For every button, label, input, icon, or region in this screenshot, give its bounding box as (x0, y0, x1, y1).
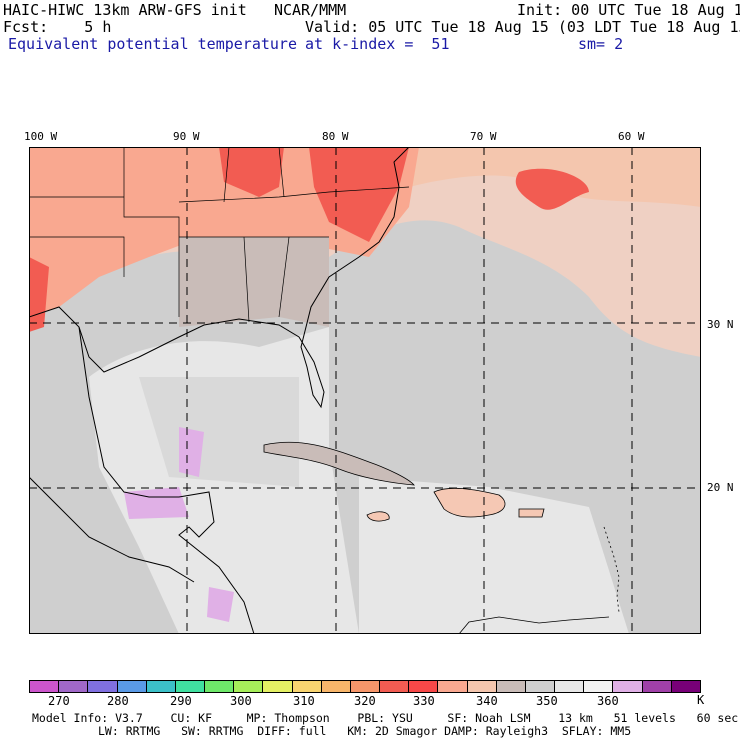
init-time: Init: 00 UTC Tue 18 Aug 15 (517, 1, 740, 19)
colorbar-tick-350: 350 (536, 694, 558, 708)
colorbar-unit: K (697, 693, 705, 707)
colorbar-segment-8 (263, 681, 293, 692)
southeast-region (179, 237, 329, 327)
colorbar-segment-5 (175, 681, 206, 692)
colorbar-tick-270: 270 (48, 694, 70, 708)
mexico-coastline (78, 326, 255, 634)
pacific-coastline (29, 476, 195, 583)
colorbar-segment-11 (350, 681, 381, 692)
cuba-island (263, 441, 415, 486)
colorbar-segment-6 (205, 681, 235, 692)
colorbar-segment-20 (613, 681, 643, 692)
colorbar-tick-360: 360 (597, 694, 619, 708)
hot-core-carolinas (309, 147, 409, 242)
colorbar-tick-300: 300 (230, 694, 252, 708)
colorbar-segment-21 (642, 681, 672, 692)
colorbar-segment-4 (146, 681, 176, 692)
colorbar-segment-9 (292, 681, 322, 692)
colorbar-segment-2 (88, 681, 118, 692)
colorbar-segment-10 (321, 681, 351, 692)
colorbar-segment-0 (30, 681, 60, 692)
colorbar-tick-330: 330 (413, 694, 435, 708)
colorbar-tick-320: 320 (354, 694, 376, 708)
lat-label-30n: 30 N (707, 318, 734, 331)
lon-label-90w: 90 W (173, 130, 200, 143)
us-coastline (29, 147, 410, 409)
lilac-patch-3 (207, 587, 234, 622)
colorbar-segment-7 (234, 681, 264, 692)
model-info-line2: LW: RRTMG SW: RRTMG DIFF: full KM: 2D Sm… (98, 724, 632, 738)
colorbar-tick-340: 340 (476, 694, 498, 708)
theta-e-map (29, 147, 701, 634)
colorbar-tick-310: 310 (293, 694, 315, 708)
field-name: Equivalent potential temperature (8, 35, 297, 53)
colorbar-segment-3 (117, 681, 147, 692)
colorbar-segment-18 (555, 681, 585, 692)
colorbar-segment-22 (671, 681, 700, 692)
lon-label-80w: 80 W (322, 130, 349, 143)
colorbar (29, 680, 701, 693)
lat-label-20n: 20 N (707, 481, 734, 494)
model-info-line1: Model Info: V3.7 CU: KF MP: Thompson PBL… (32, 711, 739, 725)
colorbar-segment-16 (496, 681, 526, 692)
valid-time: Valid: 05 UTC Tue 18 Aug 15 (03 LDT Tue … (305, 18, 740, 36)
lesser-antilles (603, 526, 620, 613)
colorbar-segment-17 (525, 681, 556, 692)
colorbar-segment-14 (438, 681, 468, 692)
graticule (29, 147, 701, 634)
jamaica-island (366, 511, 390, 522)
lon-label-60w: 60 W (618, 130, 645, 143)
map-border (29, 147, 701, 634)
hispaniola-island (433, 487, 506, 518)
colorbar-segment-12 (380, 681, 410, 692)
lon-label-70w: 70 W (470, 130, 497, 143)
lon-label-100w: 100 W (24, 130, 58, 143)
lilac-patch-2 (124, 487, 189, 519)
state-borders (29, 147, 410, 323)
colorbar-tick-280: 280 (107, 694, 129, 708)
hot-core-mexico (29, 257, 49, 332)
caribbean-light-region (359, 477, 629, 634)
colorbar-segment-19 (584, 681, 614, 692)
colorbar-segment-13 (409, 681, 439, 692)
level-label: at k-index = 51 (305, 35, 450, 53)
colorbar-tick-290: 290 (170, 694, 192, 708)
forecast-hour: Fcst: 5 h (3, 18, 112, 36)
colorbar-segment-15 (467, 681, 497, 692)
colorbar-segment-1 (59, 681, 89, 692)
model-title: HAIC-HIWC 13km ARW-GFS init NCAR/MMM (3, 1, 347, 19)
south-america-coastline (458, 616, 610, 634)
puerto-rico-island (518, 508, 545, 518)
hot-core-atlantic (515, 168, 589, 210)
lilac-patch-1 (179, 427, 204, 477)
hot-core-ohio (219, 147, 284, 197)
smoothing-label: sm= 2 (578, 35, 624, 53)
